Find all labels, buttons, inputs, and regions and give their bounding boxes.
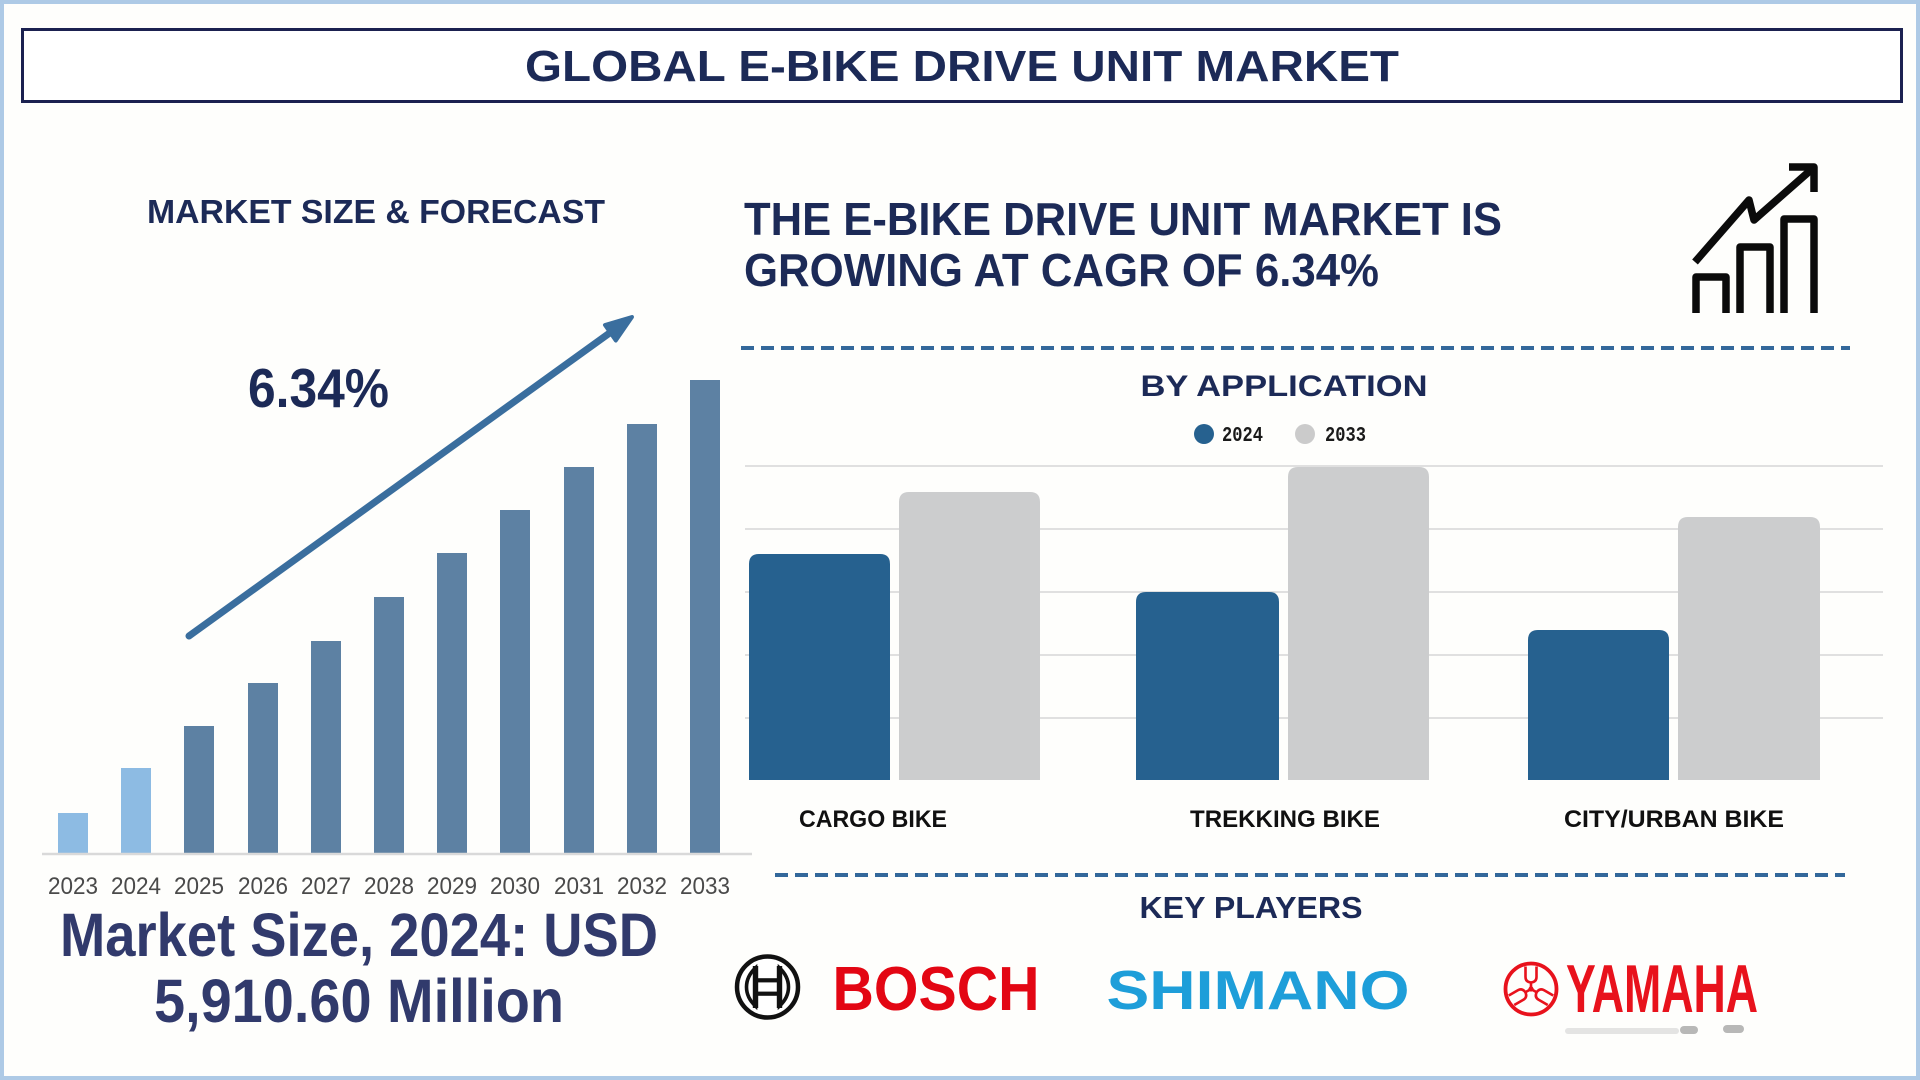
svg-text:2027: 2027 (301, 873, 351, 900)
svg-text:2024: 2024 (1222, 425, 1263, 448)
svg-text:CARGO BIKE: CARGO BIKE (799, 806, 947, 833)
svg-text:KEY PLAYERS: KEY PLAYERS (1140, 890, 1363, 925)
svg-text:2024: 2024 (111, 873, 161, 900)
svg-text:2029: 2029 (427, 873, 477, 900)
svg-text:YAMAHA: YAMAHA (1566, 951, 1758, 1027)
svg-text:2026: 2026 (238, 873, 288, 900)
svg-text:BOSCH: BOSCH (833, 955, 1040, 1024)
svg-text:SHIMANO: SHIMANO (1107, 959, 1410, 1021)
svg-text:Market Size, 2024: USD: Market Size, 2024: USD (60, 901, 658, 969)
svg-text:2032: 2032 (617, 873, 667, 900)
svg-text:GROWING AT CAGR OF 6.34%: GROWING AT CAGR OF 6.34% (744, 244, 1379, 296)
svg-text:2031: 2031 (554, 873, 604, 900)
svg-text:BY APPLICATION: BY APPLICATION (1141, 370, 1428, 403)
svg-text:2030: 2030 (490, 873, 540, 900)
svg-text:CITY/URBAN BIKE: CITY/URBAN BIKE (1564, 806, 1784, 833)
svg-text:TREKKING BIKE: TREKKING BIKE (1190, 806, 1380, 833)
svg-text:2023: 2023 (48, 873, 98, 900)
svg-text:6.34%: 6.34% (248, 357, 389, 419)
svg-text:2033: 2033 (1325, 425, 1366, 448)
svg-text:2025: 2025 (174, 873, 224, 900)
svg-text:5,910.60 Million: 5,910.60 Million (154, 967, 564, 1035)
svg-text:2028: 2028 (364, 873, 414, 900)
svg-text:2033: 2033 (680, 873, 730, 900)
svg-text:MARKET SIZE & FORECAST: MARKET SIZE & FORECAST (147, 193, 605, 230)
svg-text:THE E-BIKE DRIVE UNIT MARKET I: THE E-BIKE DRIVE UNIT MARKET IS (744, 193, 1502, 245)
svg-text:GLOBAL E-BIKE DRIVE UNIT MARKE: GLOBAL E-BIKE DRIVE UNIT MARKET (525, 42, 1399, 91)
